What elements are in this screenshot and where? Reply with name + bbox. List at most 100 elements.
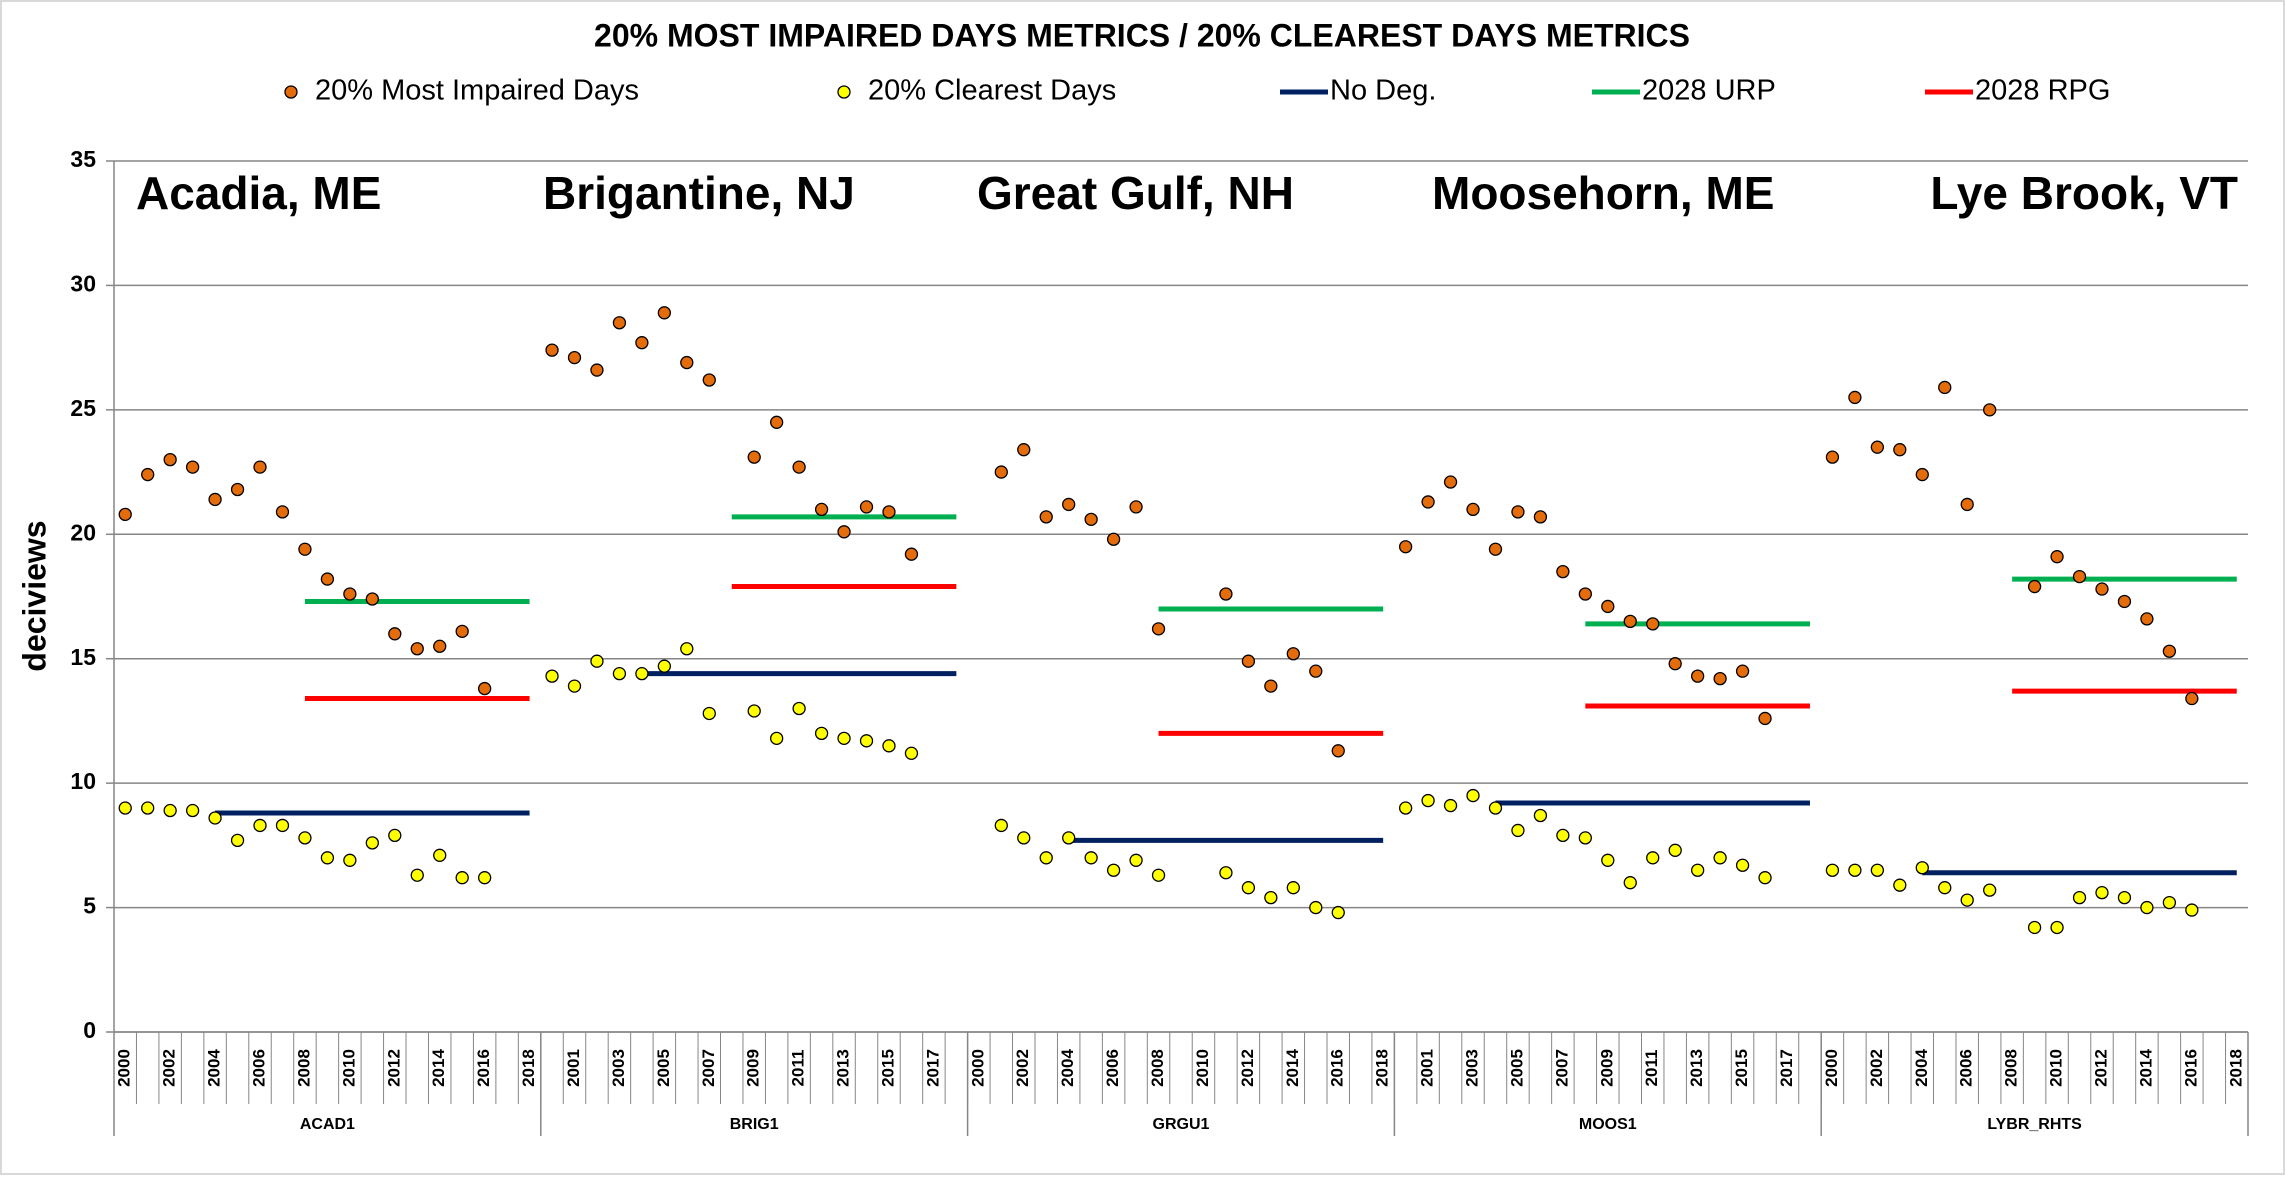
x-tick-label: 2011 bbox=[1642, 1050, 1661, 1087]
data-point bbox=[388, 828, 402, 843]
data-point bbox=[612, 666, 627, 681]
x-tick-label: 2009 bbox=[1597, 1049, 1616, 1087]
data-point bbox=[567, 350, 582, 365]
group-label: MOOS1 bbox=[1579, 1116, 1637, 1133]
data-point bbox=[657, 306, 671, 320]
data-point bbox=[1960, 497, 1974, 512]
data-point bbox=[163, 803, 177, 818]
data-point bbox=[1533, 510, 1548, 524]
data-point bbox=[1915, 861, 1929, 875]
x-tick-label: 2005 bbox=[1507, 1049, 1526, 1087]
site-label: Great Gulf, NH bbox=[977, 167, 1294, 219]
data-point bbox=[2072, 890, 2087, 905]
y-tick-label: 20 bbox=[70, 519, 96, 545]
data-point bbox=[1466, 788, 1480, 803]
data-point bbox=[747, 704, 761, 718]
data-point bbox=[2050, 920, 2064, 935]
legend-label: 20% Clearest Days bbox=[868, 75, 1116, 107]
data-point bbox=[141, 467, 155, 482]
data-point bbox=[994, 818, 1008, 833]
x-tick-label: 2007 bbox=[1552, 1049, 1571, 1087]
data-point bbox=[208, 492, 222, 507]
data-point bbox=[1017, 443, 1031, 457]
data-point bbox=[1511, 505, 1525, 519]
data-point bbox=[770, 731, 784, 745]
data-point bbox=[635, 666, 649, 681]
data-point bbox=[275, 818, 290, 833]
site-label: Lye Brook, VT bbox=[1930, 167, 2238, 219]
data-point bbox=[545, 343, 559, 357]
x-tick-label: 2004 bbox=[205, 1049, 224, 1087]
data-point bbox=[1488, 801, 1503, 815]
x-tick-label: 2002 bbox=[160, 1049, 179, 1087]
x-tick-label: 2017 bbox=[923, 1049, 942, 1087]
data-point bbox=[1825, 450, 1840, 464]
data-point bbox=[702, 706, 716, 721]
data-point bbox=[1421, 495, 1435, 509]
data-point bbox=[1331, 744, 1345, 758]
data-point bbox=[365, 592, 379, 606]
data-point bbox=[1264, 890, 1278, 905]
data-point bbox=[1151, 622, 1166, 636]
data-point bbox=[320, 851, 335, 865]
data-point bbox=[1848, 863, 1862, 877]
data-point bbox=[455, 871, 469, 885]
x-tick-label: 2002 bbox=[1013, 1049, 1032, 1087]
data-point bbox=[1106, 863, 1121, 877]
chart-title: 20% MOST IMPAIRED DAYS METRICS / 20% CLE… bbox=[594, 17, 1690, 53]
x-tick-label: 2010 bbox=[2047, 1049, 2066, 1087]
x-tick-label: 2007 bbox=[699, 1049, 718, 1087]
data-point bbox=[1646, 617, 1660, 631]
data-point bbox=[1309, 664, 1323, 678]
data-point bbox=[2162, 895, 2177, 910]
x-tick-label: 2011 bbox=[789, 1050, 808, 1087]
data-point bbox=[1668, 843, 1682, 857]
data-point bbox=[1219, 587, 1233, 601]
data-point bbox=[1039, 851, 1053, 865]
data-point bbox=[320, 572, 335, 586]
data-point bbox=[1646, 851, 1660, 865]
x-tick-label: 2018 bbox=[2226, 1049, 2245, 1087]
data-point bbox=[365, 836, 379, 850]
data-point bbox=[1960, 893, 1974, 907]
data-point bbox=[747, 450, 761, 464]
data-point bbox=[185, 460, 200, 474]
site-label: Brigantine, NJ bbox=[543, 167, 855, 219]
y-tick-label: 10 bbox=[70, 768, 96, 794]
data-point bbox=[343, 853, 357, 867]
x-tick-label: 2013 bbox=[834, 1049, 853, 1087]
data-point bbox=[590, 654, 604, 668]
data-point bbox=[2095, 885, 2109, 900]
x-tick-label: 2015 bbox=[878, 1049, 897, 1087]
data-point bbox=[1511, 823, 1525, 838]
data-point bbox=[545, 669, 559, 683]
x-tick-label: 2015 bbox=[1732, 1049, 1751, 1087]
x-tick-label: 2014 bbox=[1283, 1049, 1302, 1087]
legend-marker bbox=[284, 85, 298, 99]
data-point bbox=[2117, 594, 2132, 609]
data-point bbox=[1938, 881, 1952, 895]
data-point bbox=[433, 639, 447, 653]
data-point bbox=[1488, 542, 1503, 556]
data-point bbox=[230, 833, 245, 848]
data-point bbox=[253, 460, 267, 474]
data-point bbox=[2072, 569, 2087, 584]
legend-label: No Deg. bbox=[1330, 75, 1436, 107]
x-tick-label: 2003 bbox=[609, 1049, 628, 1087]
data-point bbox=[2140, 900, 2154, 915]
data-point bbox=[1017, 831, 1031, 845]
legend-label: 2028 RPG bbox=[1975, 75, 2110, 107]
data-point bbox=[1578, 587, 1592, 601]
y-tick-label: 25 bbox=[70, 395, 96, 421]
data-point bbox=[1691, 669, 1705, 683]
data-point bbox=[1421, 793, 1435, 808]
data-point bbox=[1848, 390, 1862, 405]
data-point bbox=[770, 415, 784, 429]
data-point bbox=[1084, 512, 1098, 527]
data-point bbox=[837, 525, 851, 539]
data-point bbox=[1241, 881, 1256, 895]
data-point bbox=[1870, 863, 1885, 877]
data-point bbox=[2117, 890, 2132, 905]
data-point bbox=[1533, 808, 1548, 823]
